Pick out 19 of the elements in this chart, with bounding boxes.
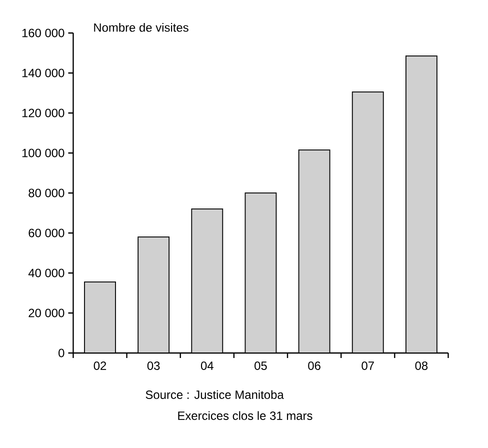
y-tick-label: 80 000	[28, 188, 64, 198]
y-tick-label: 160 000	[22, 28, 64, 38]
y-tick-label: 140 000	[22, 68, 64, 78]
x-tick-label: 08	[415, 362, 428, 370]
y-tick-label: 20 000	[28, 308, 64, 318]
text: Exercices clos le 31 mars	[178, 411, 312, 420]
y-axis-title: Nombre de visites	[94, 23, 188, 32]
y-tick-label: 40 000	[28, 268, 64, 278]
x-tick-label: 03	[147, 362, 160, 370]
x-tick-label: 06	[308, 362, 320, 370]
y-tick-label: 0	[58, 348, 64, 358]
y-tick-label: 60 000	[28, 228, 64, 238]
source-note: Source : Justice Manitoba	[146, 390, 284, 399]
x-tick-label: 07	[362, 362, 374, 370]
y-tick-label: 120 000	[22, 108, 64, 118]
x-tick-label: 02	[94, 362, 106, 370]
x-tick-label: 05	[254, 362, 267, 370]
x-tick-label: 04	[200, 362, 214, 370]
y-tick-label: 100 000	[22, 148, 64, 158]
